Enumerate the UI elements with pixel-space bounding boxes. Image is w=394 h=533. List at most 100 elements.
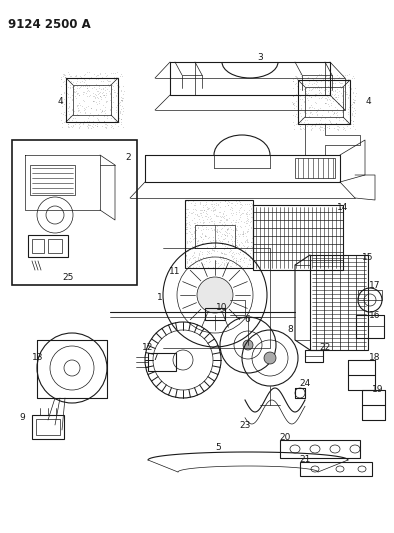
Point — [299, 94, 306, 103]
Point — [95, 115, 101, 124]
Point — [230, 215, 236, 224]
Point — [113, 117, 120, 126]
Point — [114, 81, 120, 90]
Point — [209, 216, 215, 225]
Point — [318, 93, 325, 101]
Point — [85, 86, 91, 94]
Point — [333, 112, 339, 121]
Point — [108, 122, 115, 130]
Text: 15: 15 — [362, 254, 374, 262]
Point — [84, 116, 90, 125]
Point — [83, 80, 89, 88]
Point — [220, 253, 226, 262]
Point — [74, 90, 80, 98]
Point — [233, 216, 239, 225]
Point — [118, 115, 124, 124]
Point — [305, 73, 311, 82]
Point — [117, 100, 123, 109]
Point — [119, 103, 126, 112]
Point — [230, 255, 236, 263]
Point — [218, 215, 224, 224]
Point — [193, 239, 200, 248]
Point — [290, 100, 296, 108]
Point — [231, 244, 238, 253]
Point — [308, 92, 314, 101]
Point — [247, 260, 253, 269]
Point — [93, 70, 100, 79]
Point — [219, 212, 225, 221]
Point — [314, 91, 321, 99]
Point — [196, 218, 203, 227]
Point — [233, 209, 239, 218]
Point — [93, 105, 100, 114]
Point — [186, 237, 192, 246]
Point — [216, 217, 223, 226]
Point — [242, 232, 249, 240]
Point — [202, 263, 208, 272]
Point — [100, 87, 106, 96]
Point — [316, 89, 323, 98]
Point — [225, 200, 231, 209]
Point — [239, 230, 245, 238]
Point — [220, 253, 226, 262]
Point — [190, 235, 197, 243]
Point — [103, 98, 110, 107]
Point — [194, 218, 200, 227]
Point — [344, 117, 350, 126]
Point — [213, 238, 219, 246]
Point — [190, 205, 197, 213]
Point — [304, 116, 310, 124]
Point — [211, 209, 217, 218]
Point — [203, 209, 210, 218]
Point — [229, 237, 236, 245]
Point — [81, 97, 87, 106]
Point — [221, 242, 228, 251]
Point — [295, 87, 301, 95]
Point — [326, 116, 332, 124]
Point — [240, 250, 246, 259]
Point — [59, 99, 65, 107]
Bar — [305, 350, 323, 362]
Point — [213, 236, 219, 244]
Point — [318, 94, 324, 102]
Point — [196, 249, 203, 258]
Point — [62, 111, 68, 119]
Point — [219, 237, 225, 246]
Point — [215, 234, 221, 243]
Point — [340, 115, 346, 124]
Point — [302, 123, 309, 132]
Point — [77, 72, 84, 80]
Point — [343, 75, 349, 83]
Point — [194, 243, 200, 251]
Point — [326, 122, 332, 130]
Point — [297, 85, 304, 93]
Point — [95, 74, 101, 83]
Point — [221, 217, 227, 226]
Point — [199, 239, 206, 247]
Bar — [253, 205, 343, 270]
Point — [335, 98, 341, 107]
Point — [332, 78, 338, 87]
Point — [306, 77, 312, 86]
Point — [60, 78, 66, 86]
Point — [71, 88, 78, 96]
Point — [214, 228, 220, 236]
Point — [312, 98, 318, 106]
Point — [340, 123, 346, 132]
Point — [347, 78, 353, 87]
Point — [232, 220, 238, 228]
Point — [111, 74, 117, 83]
Point — [297, 70, 303, 78]
Point — [90, 92, 96, 101]
Text: 21: 21 — [299, 456, 311, 464]
Point — [196, 254, 203, 262]
Point — [225, 257, 232, 265]
Point — [352, 84, 359, 92]
Point — [226, 214, 232, 223]
Point — [69, 83, 75, 92]
Point — [334, 108, 340, 116]
Point — [63, 85, 69, 93]
Point — [80, 95, 86, 104]
Point — [94, 100, 100, 109]
Point — [345, 119, 351, 127]
